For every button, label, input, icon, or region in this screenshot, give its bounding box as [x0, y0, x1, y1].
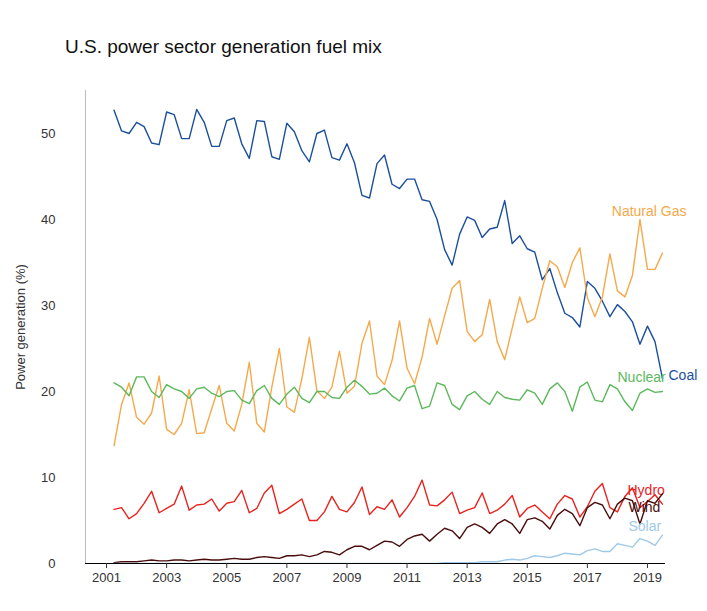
html-text:U.S. power sector generation f: U.S. power sector generation fuel mix: [65, 36, 382, 57]
svg-text:2009: 2009: [332, 570, 361, 585]
svg-text:2013: 2013: [453, 570, 482, 585]
svg-text:50: 50: [41, 126, 55, 141]
svg-text:0: 0: [48, 556, 55, 571]
svg-text:2019: 2019: [633, 570, 662, 585]
svg-text:40: 40: [41, 212, 55, 227]
svg-text:2015: 2015: [513, 570, 542, 585]
svg-text:2007: 2007: [272, 570, 301, 585]
svg-text:Solar: Solar: [628, 518, 661, 534]
svg-text:Nuclear: Nuclear: [617, 369, 666, 385]
svg-text:2001: 2001: [92, 570, 121, 585]
svg-text:Coal: Coal: [668, 367, 697, 383]
svg-text:2005: 2005: [212, 570, 241, 585]
svg-text:2003: 2003: [152, 570, 181, 585]
svg-text:Natural Gas: Natural Gas: [612, 203, 687, 219]
svg-text:10: 10: [41, 470, 55, 485]
svg-text:30: 30: [41, 298, 55, 313]
svg-text:2011: 2011: [393, 570, 421, 585]
svg-text:Wind: Wind: [628, 499, 660, 515]
svg-text:20: 20: [41, 384, 55, 399]
svg-text:Hydro: Hydro: [627, 482, 665, 498]
svg-text:2017: 2017: [573, 570, 602, 585]
svg-text:Power generation (%): Power generation (%): [13, 264, 28, 390]
